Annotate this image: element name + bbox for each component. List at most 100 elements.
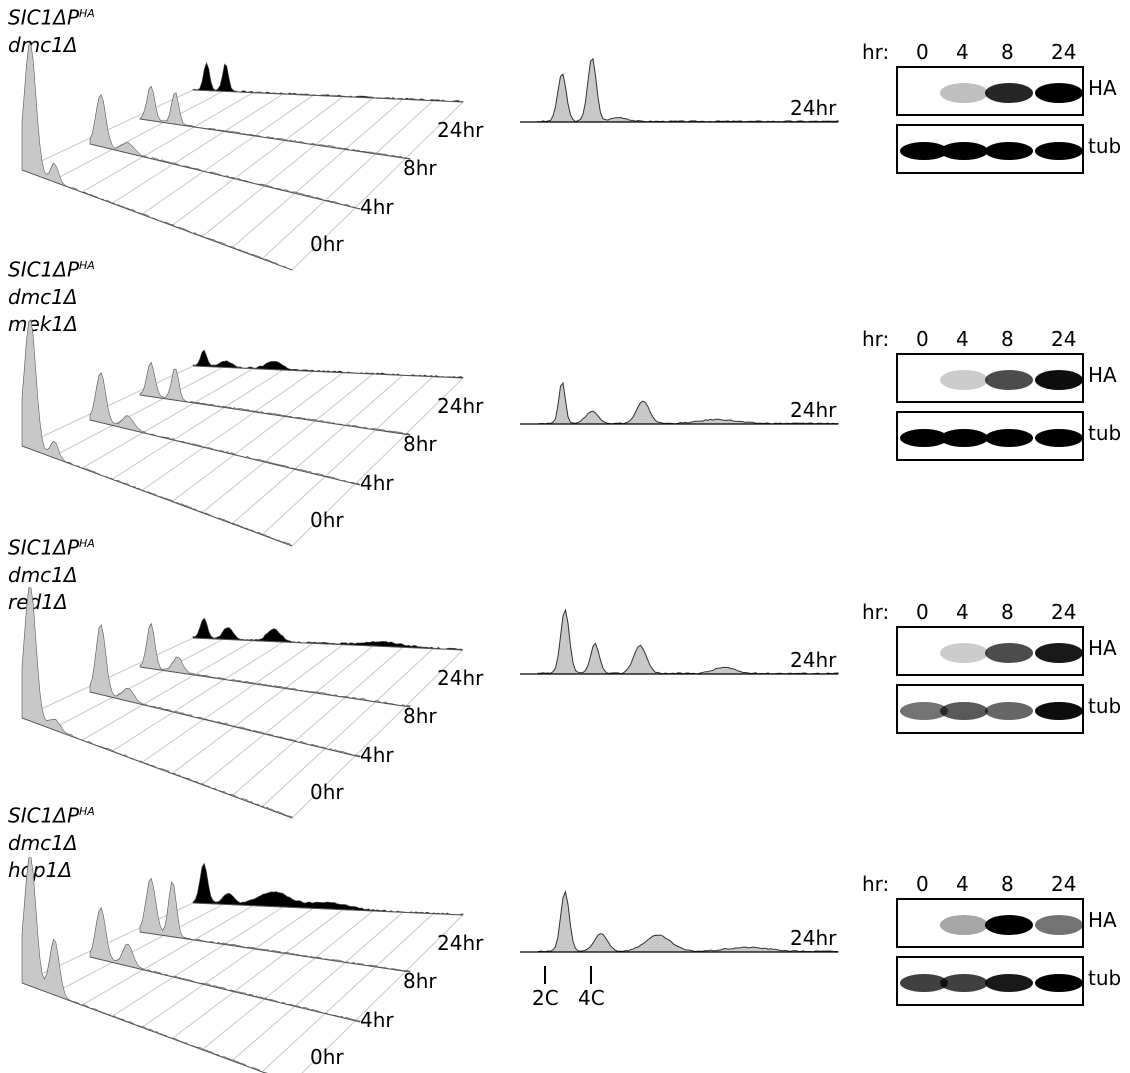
histogram-trace [89, 624, 361, 758]
blot-band [940, 429, 988, 447]
blot-band [940, 142, 988, 160]
blot-band [985, 915, 1033, 935]
histogram-area [537, 57, 839, 123]
genotype-line: SIC1ΔPHA [8, 530, 95, 562]
dna-content-marker: 2C [532, 986, 559, 1010]
grid-line [201, 373, 374, 514]
blot-time-label: 0 [916, 600, 929, 624]
grid-line [171, 372, 344, 502]
timepoint-label: 24hr [437, 394, 484, 418]
histogram-trace [192, 349, 464, 379]
blot-band [1035, 370, 1082, 390]
timepoint-label: 8hr [403, 156, 437, 180]
grid-line [81, 368, 254, 469]
histogram-trace [21, 43, 293, 271]
genotype-line: dmc1Δ [8, 830, 78, 855]
blot-band [940, 643, 988, 663]
genotype-line: dmc1Δ [8, 562, 78, 587]
final-histogram-label: 24hr [790, 96, 837, 120]
dna-content-marker: 4C [578, 986, 605, 1010]
final-histogram-label: 24hr [790, 398, 837, 422]
histogram-trace [89, 372, 361, 486]
grid-line [141, 370, 314, 491]
blot-band [900, 702, 948, 720]
final-histogram [520, 890, 839, 953]
blot-band [1035, 429, 1082, 447]
blot-time-label: 0 [916, 327, 929, 351]
blot-hr-label: hr: [862, 327, 890, 351]
genotype-label: SIC1ΔPHA dmc1Δ mek1Δ [8, 252, 95, 338]
blot-hr-label: hr: [862, 40, 890, 64]
genotype-gene: SIC1ΔP [8, 535, 80, 560]
blot-band [985, 643, 1033, 663]
blot-ha-strip [896, 626, 1084, 676]
grid-line [51, 638, 224, 730]
blot-band [940, 974, 988, 992]
grid-line [261, 648, 434, 808]
blot-band [1035, 915, 1082, 935]
blot-row-label: tub [1088, 421, 1122, 445]
histogram-trace [89, 907, 361, 1023]
histogram-trace [21, 319, 293, 547]
histogram-trace [21, 856, 293, 1073]
grid-line [231, 98, 404, 249]
grid-line [291, 649, 464, 819]
genotype-label: SIC1ΔPHA dmc1Δ red1Δ [8, 530, 95, 616]
genotype-tag: HA [79, 259, 95, 272]
histogram-trace [89, 94, 361, 210]
blot-row-label: HA [1088, 363, 1117, 387]
blot-band [985, 370, 1033, 390]
grid-line [141, 907, 314, 1028]
blot-band [985, 142, 1033, 160]
blot-band [900, 142, 948, 160]
blot-time-label: 24 [1051, 327, 1077, 351]
timepoint-label: 24hr [437, 118, 484, 142]
blot-tub-strip [896, 124, 1084, 174]
genotype-tag: HA [79, 805, 95, 818]
grid-line [201, 97, 374, 238]
grid-line [201, 910, 374, 1051]
timepoint-label: 24hr [437, 666, 484, 690]
blot-time-label: 24 [1051, 872, 1077, 896]
timepoint-label: 4hr [360, 1008, 394, 1032]
genotype-tag: HA [79, 537, 95, 550]
grid-line [291, 101, 464, 271]
histogram-trace [192, 862, 464, 916]
histogram-trace [192, 617, 464, 651]
genotype-label: SIC1ΔPHA dmc1Δ hop1Δ [8, 798, 95, 884]
grid-line [51, 366, 224, 458]
timepoint-label: 4hr [360, 471, 394, 495]
blot-time-label: 4 [956, 872, 969, 896]
blot-row-label: HA [1088, 636, 1117, 660]
stacked-histogram [21, 319, 464, 547]
blot-time-label: 8 [1001, 327, 1014, 351]
blot-time-label: 0 [916, 40, 929, 64]
grid-line [291, 377, 464, 547]
genotype-gene: SIC1ΔP [8, 803, 80, 828]
grid-line [171, 96, 344, 226]
genotype-line: mek1Δ [8, 311, 78, 336]
genotype-label: SIC1ΔPHA dmc1Δ [8, 0, 95, 59]
timepoint-label: 0hr [310, 780, 344, 804]
marker-tick [544, 966, 546, 984]
timepoint-label: 0hr [310, 508, 344, 532]
blot-tub-strip [896, 411, 1084, 461]
blot-time-label: 4 [956, 40, 969, 64]
blot-time-label: 24 [1051, 40, 1077, 64]
grid-line [141, 94, 314, 215]
stacked-histogram [21, 587, 464, 819]
blot-time-label: 4 [956, 600, 969, 624]
grid-line [81, 92, 254, 193]
blot-time-label: 0 [916, 872, 929, 896]
blot-time-label: 8 [1001, 872, 1014, 896]
histogram-trace [139, 877, 411, 973]
blot-row-label: HA [1088, 908, 1117, 932]
timepoint-label: 8hr [403, 432, 437, 456]
stacked-histogram [21, 856, 464, 1073]
grid-line [261, 100, 434, 260]
blot-tub-strip [896, 684, 1084, 734]
stacked-histogram [21, 43, 464, 271]
blot-ha-strip [896, 898, 1084, 948]
genotype-gene: SIC1ΔP [8, 257, 80, 282]
